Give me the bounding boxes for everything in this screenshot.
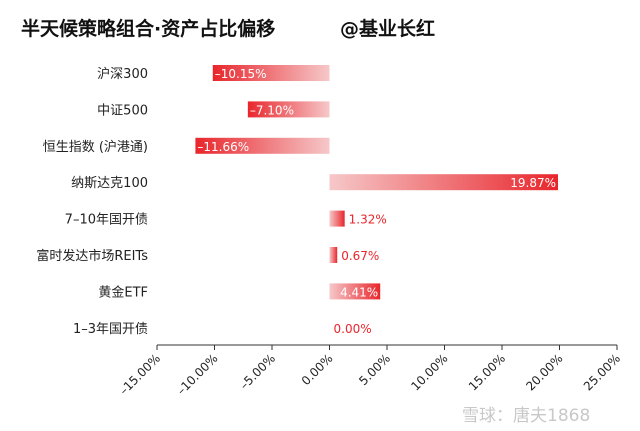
x-tick-label: 10.00% <box>408 351 450 393</box>
data-label: 4.41% <box>340 285 378 299</box>
data-label: 1.32% <box>349 213 387 227</box>
bar <box>329 283 381 300</box>
author-handle: @基业长红 <box>340 18 436 40</box>
x-tick-label: 25.00% <box>581 351 623 393</box>
chart-title: 半天候策略组合·资产占比偏移 <box>21 18 276 40</box>
data-label: 0.00% <box>334 322 372 336</box>
data-label: –11.66% <box>197 140 249 154</box>
bar <box>329 174 559 191</box>
category-label: 7–10年国开债 <box>65 213 148 228</box>
category-label: 中证500 <box>97 103 148 118</box>
x-tick-label: –10.00% <box>174 351 221 398</box>
bar <box>212 65 330 81</box>
category-label: 沪深300 <box>97 66 148 82</box>
category-label: 恒生指数 (沪港通) <box>43 139 148 155</box>
x-tick-label: 20.00% <box>523 351 565 393</box>
x-tick-label: 5.00% <box>356 351 393 388</box>
category-label: 黄金ETF <box>98 284 148 300</box>
bar <box>247 101 330 118</box>
category-label: 富时发达市场REITs <box>36 248 148 264</box>
x-tick-label: –15.00% <box>117 351 164 398</box>
watermark: 雪球：唐夫1868 <box>462 406 591 426</box>
bar <box>195 137 330 154</box>
data-label: –10.15% <box>215 67 267 81</box>
x-tick-label: 0.00% <box>299 351 336 388</box>
bar <box>329 210 345 227</box>
category-label: 1–3年国开债 <box>73 322 148 337</box>
data-label: 0.67% <box>341 249 379 263</box>
category-label: 纳斯达克100 <box>71 176 148 191</box>
data-label: 19.87% <box>510 176 556 190</box>
data-label: –7.10% <box>250 103 294 117</box>
x-tick-label: –5.00% <box>237 351 278 392</box>
x-tick-label: 15.00% <box>466 351 508 393</box>
bar <box>329 247 338 263</box>
